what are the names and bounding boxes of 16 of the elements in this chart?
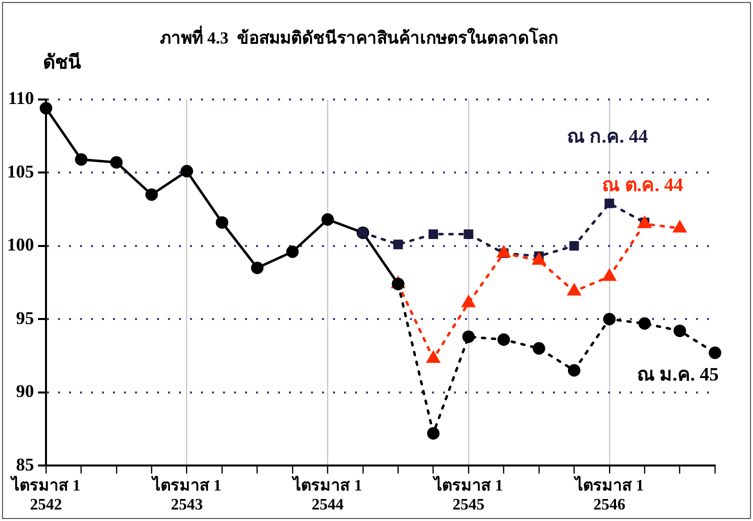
series-label: ณ ม.ค. 45 [636, 364, 719, 386]
x-tick-label: ไตรมาส 1 2545 [432, 475, 504, 514]
y-tick-label: 90 [16, 381, 34, 402]
y-axis-title: ดัชนี [43, 51, 81, 74]
series-label: ณ ต.ค. 44 [602, 174, 684, 196]
text: ณ ก.ค. 44 [566, 126, 648, 148]
chart-title: ภาพที่ 4.3 ข้อสมมติดัชนีราคาสินค้าเกษตรในตลาดโลก [160, 26, 558, 48]
x-tick-label: ไตรมาส 1 2543 [150, 475, 222, 514]
x-tick-label: ไตรมาส 1 2542 [10, 475, 80, 514]
y-tick-label: 95 [16, 308, 34, 328]
x-tick-label: ไตรมาส 1 2544 [291, 475, 362, 514]
y-tick-label: 85 [16, 454, 34, 474]
y-tick-label: 105 [7, 161, 34, 182]
y-tick-label: 110 [8, 88, 34, 108]
x-tick-label: ไตรมาส 1 2546 [572, 475, 644, 514]
y-tick-label: 100 [7, 234, 34, 255]
